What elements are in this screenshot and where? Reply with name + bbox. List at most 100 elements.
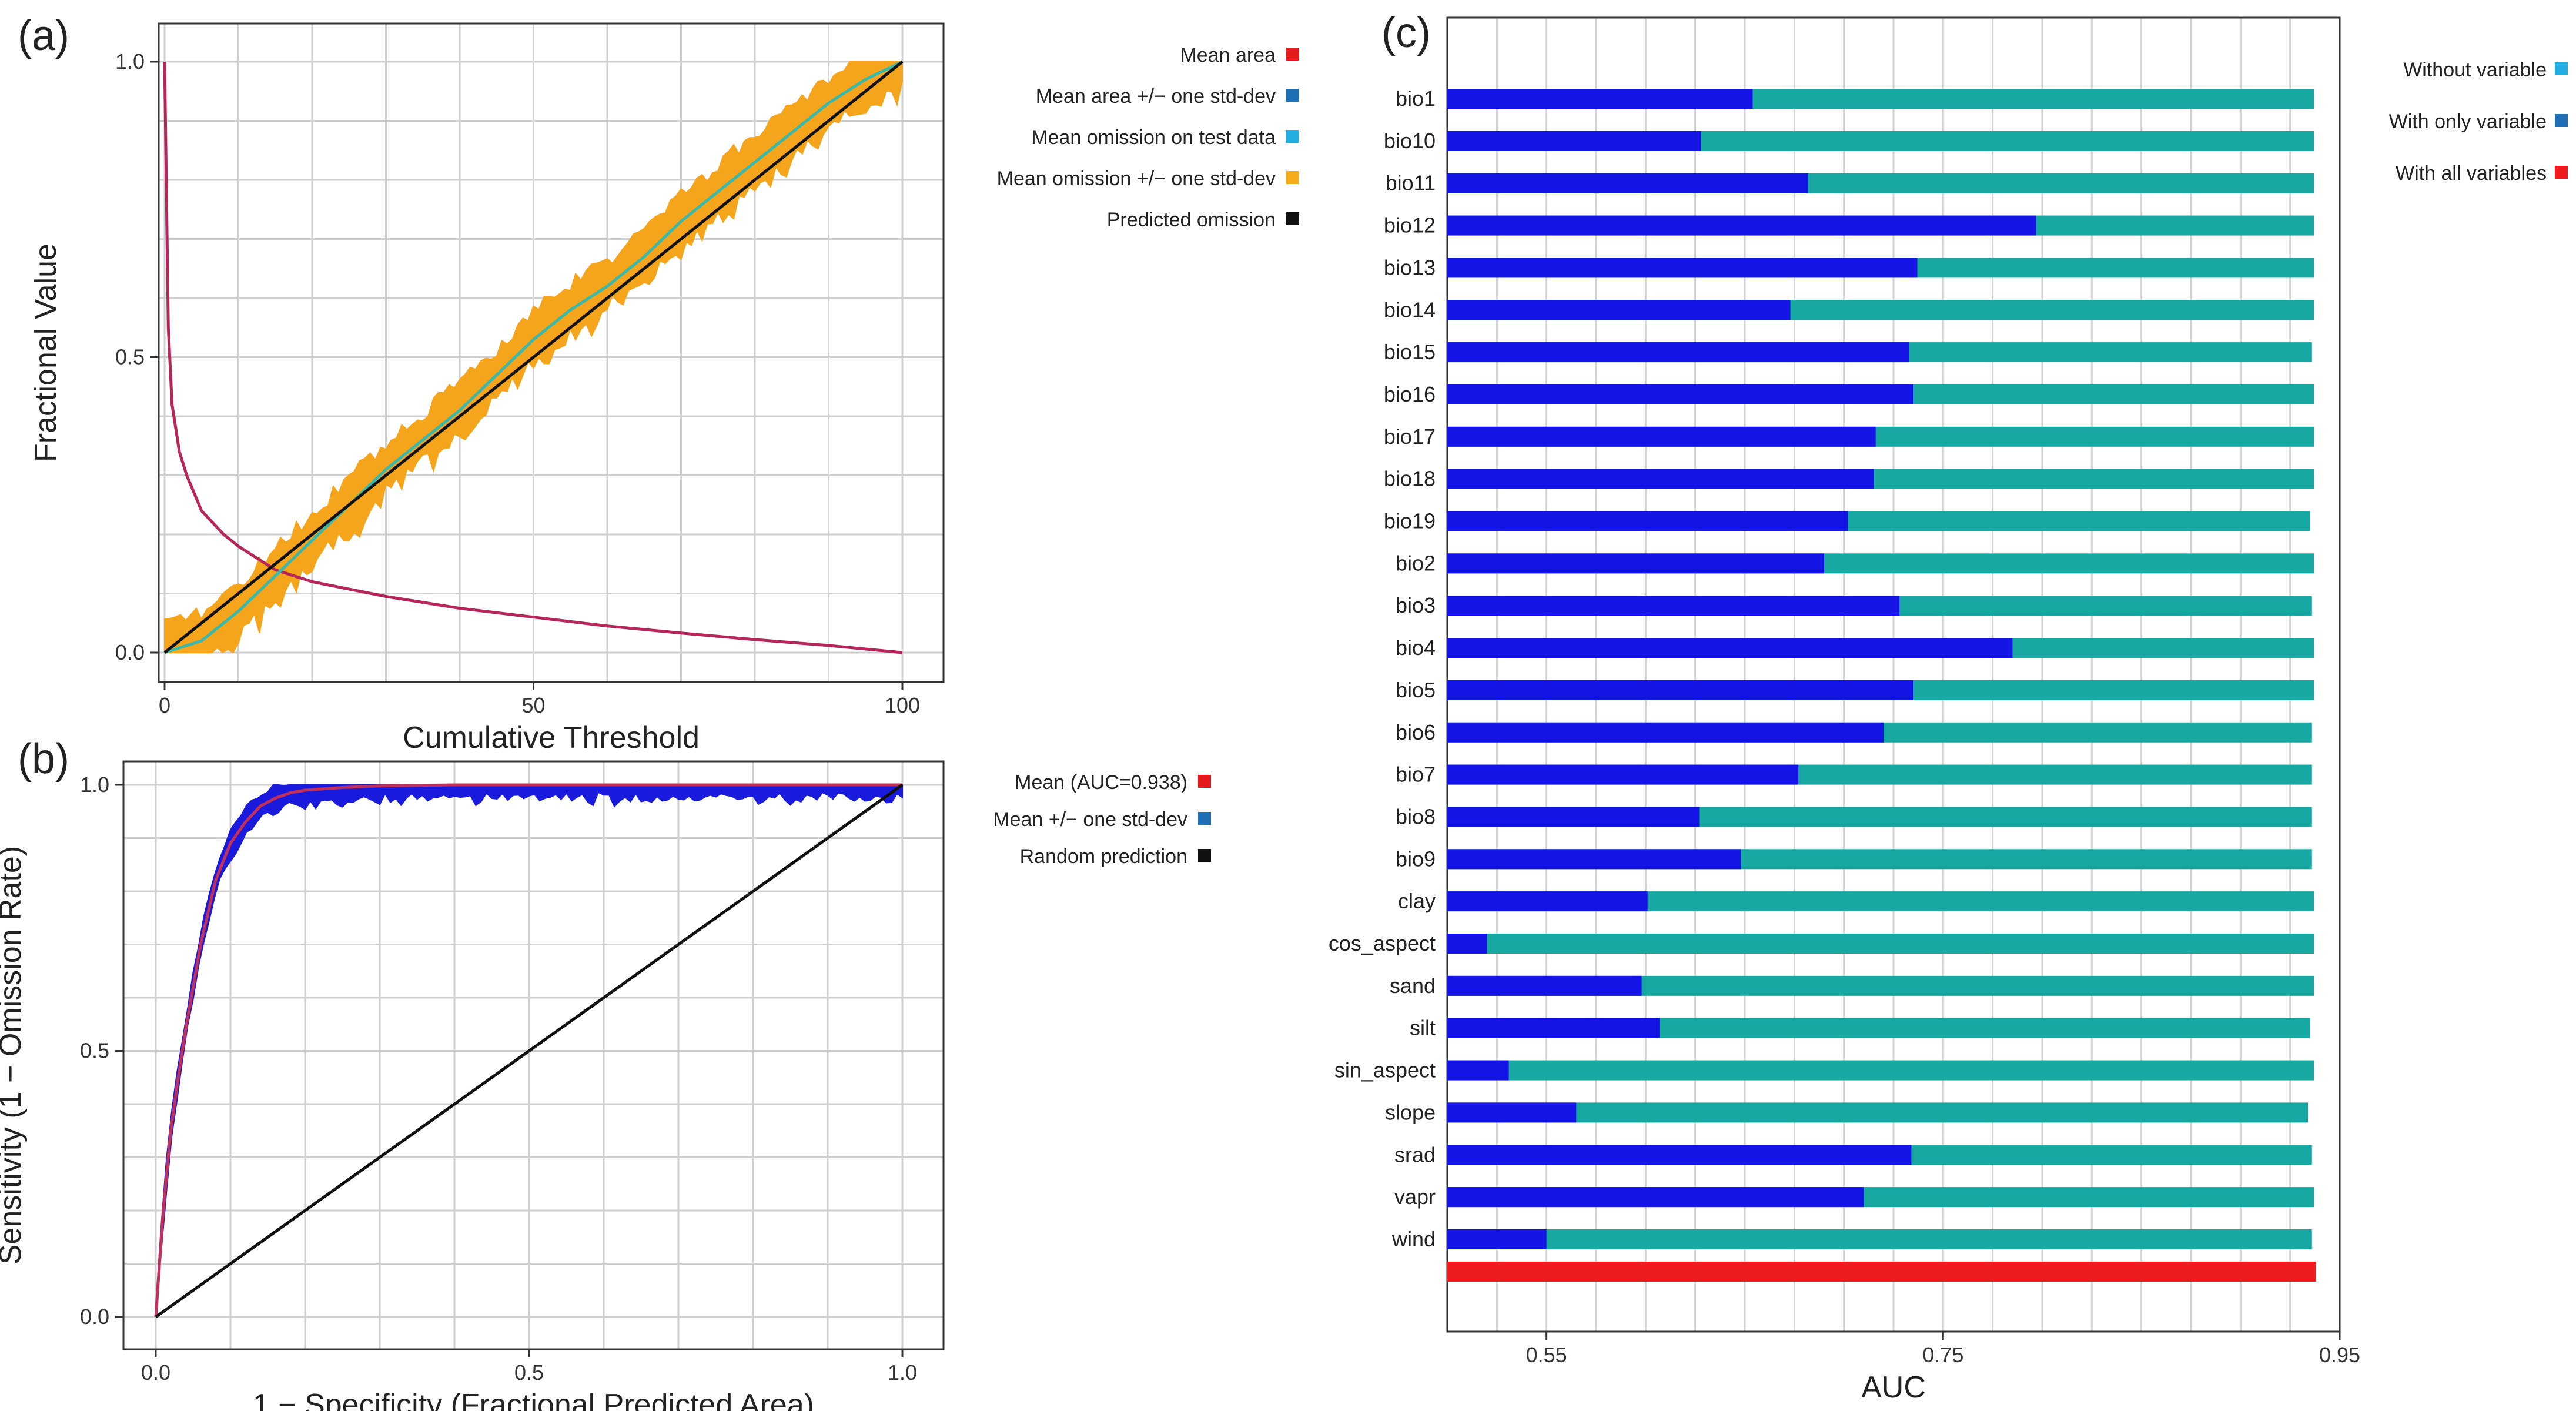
panel-label: (c) [1381,9,1431,56]
x-axis-title: 1 − Specificity (Fractional Predicted Ar… [253,1388,814,1411]
category-label: bio2 [1396,551,1436,575]
category-label: bio13 [1384,255,1436,279]
category-label: bio10 [1384,129,1436,153]
y-axis-title: Fractional Value [29,243,63,462]
series-a [163,60,904,654]
y-tick-label: 1.0 [115,49,145,73]
category-label: bio3 [1396,593,1436,617]
legend-label: Mean omission +/− one std-dev [997,168,1276,190]
x-tick-label: 0.5 [514,1360,544,1385]
bar-with-only-variable [1447,173,1808,193]
bar-with-only-variable [1447,342,1909,363]
grid-b [123,761,944,1349]
panel-c: bio1 bio10 bio11 bio12 bio13 bio14 bio15 bio16 b… [1329,9,2568,1405]
bar-with-only-variable [1447,384,1913,404]
legend-swatch [1198,775,1211,788]
category-label: bio16 [1384,382,1436,406]
y-tick-label: 0.5 [80,1039,109,1063]
category-label: cos_aspect [1329,931,1436,955]
category-label: bio11 [1386,171,1436,195]
bar-with-only-variable [1447,891,1648,912]
bar-with-only-variable [1447,1229,1547,1249]
category-label: bio12 [1384,213,1436,238]
legend-label: Mean area +/− one std-dev [1036,85,1276,108]
y-axis-title: Sensitivity (1 − Omission Rate) [0,846,28,1265]
legend-swatch [1286,48,1299,61]
x-tick-label: 100 [885,693,920,717]
legend-label: Random prediction [1020,845,1187,868]
bar-with-only-variable [1447,469,1874,489]
bar-with-only-variable [1447,764,1799,785]
legend-a: Mean area Mean area +/− one std-dev Mean o… [997,44,1299,231]
category-label: bio17 [1384,424,1436,449]
bar-with-only-variable [1447,89,1753,109]
bars-c: bio1 bio10 bio11 bio12 bio13 bio14 bio15 bio16 b… [1329,86,2316,1282]
legend-label: Mean omission on test data [1031,126,1276,149]
bar-with-only-variable [1447,1145,1912,1165]
legend-label: Predicted omission [1107,209,1276,231]
plot-frame-b [122,760,945,1350]
bar-with-only-variable [1447,849,1741,870]
bar-with-only-variable [1447,511,1848,531]
category-label: bio15 [1384,340,1436,364]
legend-b: Mean (AUC=0.938) Mean +/− one std-dev Rand… [993,771,1211,868]
category-label: wind [1391,1227,1436,1251]
category-label: sand [1390,974,1436,998]
category-label: sin_aspect [1334,1058,1436,1082]
category-label: bio6 [1396,720,1436,744]
legend-swatch [1286,89,1299,102]
bar-with-only-variable [1447,934,1487,954]
bar-with-only-variable [1447,1102,1577,1123]
legend-label: Mean +/− one std-dev [993,808,1187,831]
bar-without-variable [1447,1229,2312,1249]
category-label: silt [1410,1016,1436,1040]
legend-swatch [1286,130,1299,143]
x-tick-label: 1.0 [888,1360,917,1385]
legend-label: Without variable [2403,59,2547,81]
legend-label: Mean (AUC=0.938) [1015,771,1187,794]
bar-without-variable [1447,1102,2309,1123]
category-label: bio14 [1384,297,1436,322]
bar-with-only-variable [1447,596,1900,616]
category-label: clay [1398,889,1436,913]
legend-label: With only variable [2389,111,2547,133]
category-label: bio5 [1396,678,1436,702]
x-tick-label: 0.0 [141,1360,170,1385]
series-line [163,61,903,654]
category-label: vapr [1394,1185,1436,1209]
legend-c: Without variable With only variable With a… [2389,59,2568,185]
x-tick-label: 50 [521,693,545,717]
bar-with-only-variable [1447,215,2036,236]
ticks-c: 0.55 0.75 0.95 [1526,1332,2360,1367]
bar-with-only-variable [1447,680,1913,700]
category-label: bio8 [1396,804,1436,828]
plot-frame-c [1446,16,2341,1333]
bar-without-variable [1447,1060,2314,1081]
legend-swatch [1198,849,1211,862]
bar-with-only-variable [1447,258,1918,278]
bar-without-variable [1447,934,2314,954]
legend-label: With all variables [2396,162,2547,185]
bar-with-only-variable [1447,553,1824,574]
bar-with-only-variable [1447,638,2013,658]
x-axis-title: AUC [1861,1370,1926,1405]
bar-with-only-variable [1447,722,1884,743]
x-tick-label: 0.95 [2319,1343,2360,1367]
plot-frame-a [158,22,945,683]
category-label: slope [1385,1100,1436,1124]
panel-a: 0 50 100 0.0 0.5 1.0 Cumulative Threshold Fract… [18,12,1299,755]
bar-with-only-variable [1447,1018,1660,1038]
legend-swatch [1286,171,1299,184]
panel-label: (b) [18,735,69,783]
category-label: bio1 [1396,86,1436,111]
panel-b: 0.0 0.5 1.0 0.0 0.5 1.0 1 − Specificity (Fract… [0,735,1211,1411]
series-line [164,60,904,654]
bar-with-only-variable [1447,975,1642,996]
series-line [154,783,902,1318]
series-b [154,783,904,1319]
legend-swatch [2555,62,2568,75]
y-tick-label: 0.0 [80,1305,109,1329]
ticks-a: 0 50 100 0.0 0.5 1.0 [115,49,920,717]
bar-with-only-variable [1447,131,1701,151]
